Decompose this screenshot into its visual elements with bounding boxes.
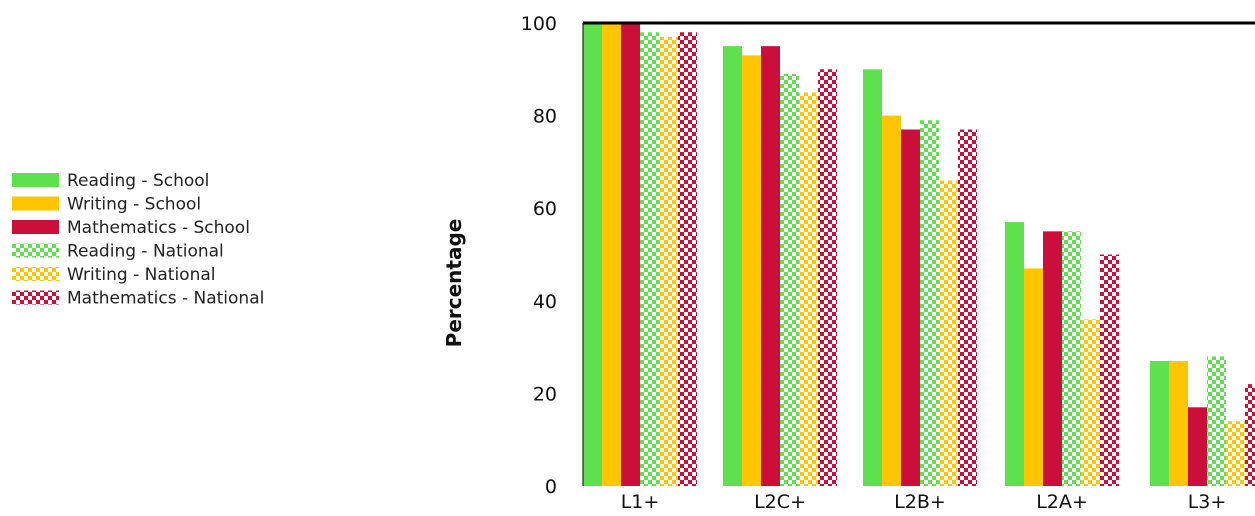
y-axis-label: Percentage xyxy=(442,219,466,348)
bar-l2a-mathematics-national xyxy=(1100,254,1119,486)
bar-l2a-reading-school xyxy=(1005,222,1024,486)
legend-label: Writing - School xyxy=(67,195,201,215)
bar-l1-reading-national xyxy=(640,32,659,486)
bar-l1-mathematics-national xyxy=(678,32,697,486)
legend-item-reading-national: Reading - National xyxy=(12,242,224,262)
bar-l2b-reading-national xyxy=(920,120,939,486)
x-tick-label-l1: L1+ xyxy=(621,491,660,512)
legend-label: Reading - School xyxy=(67,171,209,191)
bar-l2c-writing-school xyxy=(742,55,761,486)
bar-group-l2c xyxy=(723,46,837,487)
x-tick-label-l3: L3+ xyxy=(1188,491,1227,512)
bar-l2b-mathematics-school xyxy=(901,129,920,487)
legend: Reading - School Writing - School Mathemat… xyxy=(12,171,264,309)
bar-l2c-mathematics-school xyxy=(761,46,780,487)
bar-l1-reading-school xyxy=(583,23,602,486)
legend-label: Mathematics - School xyxy=(67,218,250,238)
bar-l1-mathematics-school xyxy=(621,23,640,486)
y-tick-label: 0 xyxy=(545,476,557,498)
bar-l3-mathematics-school xyxy=(1188,407,1207,486)
bar-l2a-writing-school xyxy=(1024,268,1043,486)
legend-swatch xyxy=(12,220,59,234)
legend-item-reading-school: Reading - School xyxy=(12,171,209,191)
bar-l3-reading-school xyxy=(1150,360,1169,486)
bar-l1-writing-national xyxy=(659,36,678,486)
bar-l2a-mathematics-school xyxy=(1043,231,1062,486)
legend-swatch xyxy=(12,173,59,187)
bar-l2c-reading-school xyxy=(723,46,742,487)
bar-l1-writing-school xyxy=(602,23,621,486)
legend-label: Writing - National xyxy=(67,265,216,285)
bar-group-l1 xyxy=(583,23,697,486)
bar-l2c-writing-national xyxy=(799,92,818,486)
x-tick-label-l2c: L2C+ xyxy=(754,491,806,512)
bars xyxy=(583,23,1255,487)
bar-l2c-mathematics-national xyxy=(818,69,837,487)
y-tick-label: 80 xyxy=(533,106,557,128)
bar-group-l3 xyxy=(1150,356,1255,486)
bar-l3-mathematics-national xyxy=(1245,384,1255,486)
bar-l3-reading-national xyxy=(1207,356,1226,486)
legend-swatch xyxy=(12,243,59,258)
y-tick-label: 60 xyxy=(533,198,557,220)
bar-l2c-reading-national xyxy=(780,73,799,487)
legend-swatch xyxy=(12,196,59,211)
bar-l2b-reading-school xyxy=(863,69,882,487)
bar-l2b-writing-school xyxy=(882,115,901,486)
x-axis-ticks: L1+ L2C+ L2B+ L2A+ L3+ xyxy=(621,491,1227,513)
legend-label: Reading - National xyxy=(67,242,224,262)
y-tick-label: 20 xyxy=(533,383,557,405)
bar-group-l2a xyxy=(1005,222,1119,486)
bar-l2b-mathematics-national xyxy=(958,129,977,487)
legend-item-writing-national: Writing - National xyxy=(12,265,216,285)
bar-l3-writing-school xyxy=(1169,360,1188,486)
legend-item-mathematics-national: Mathematics - National xyxy=(12,289,264,309)
bar-l3-writing-national xyxy=(1226,421,1245,486)
bar-l2a-writing-national xyxy=(1081,319,1100,486)
legend-swatch xyxy=(12,290,59,305)
legend-label: Mathematics - National xyxy=(67,289,264,309)
bar-group-l2b xyxy=(863,69,977,487)
x-tick-label-l2a: L2A+ xyxy=(1036,491,1088,512)
x-tick-label-l2b: L2B+ xyxy=(894,491,946,512)
legend-item-writing-school: Writing - School xyxy=(12,195,201,215)
legend-item-mathematics-school: Mathematics - School xyxy=(12,218,250,238)
bar-l2a-reading-national xyxy=(1062,231,1081,486)
legend-swatch xyxy=(12,267,59,281)
bar-l2b-writing-national xyxy=(939,180,958,487)
y-tick-label: 100 xyxy=(521,13,557,35)
y-tick-label: 40 xyxy=(533,291,557,313)
y-axis-ticks: 0 20 40 60 80 100 xyxy=(521,13,557,498)
